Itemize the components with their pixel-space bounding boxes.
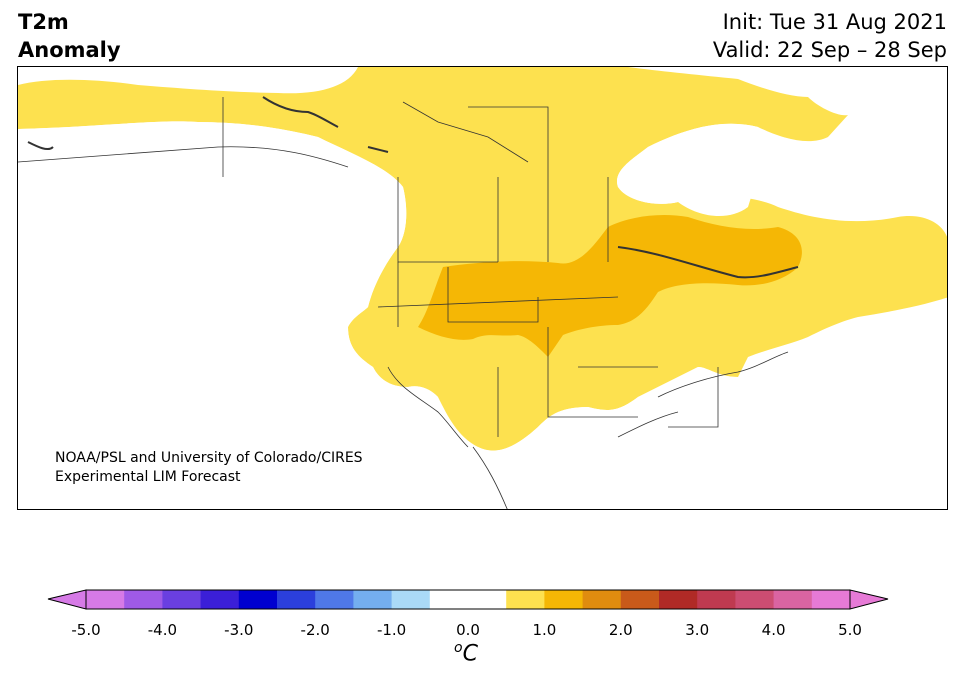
colorbar-tick-label: -1.0	[376, 621, 407, 639]
forecast-dates: Init: Tue 31 Aug 2021 Valid: 22 Sep – 28…	[713, 8, 947, 64]
colorbar-tick-label: 5.0	[838, 621, 862, 639]
colorbar-cell	[124, 590, 163, 609]
unit-label: C	[462, 641, 478, 667]
colorbar-cell	[544, 590, 584, 609]
colorbar-cell	[659, 590, 698, 609]
anomaly-map	[17, 66, 948, 510]
init-date: Init: Tue 31 Aug 2021	[722, 10, 947, 34]
colorbar-cell	[735, 590, 775, 609]
colorbar-cell	[582, 590, 622, 609]
anomaly-region-strong-plains	[418, 215, 802, 357]
colorbar-cells	[86, 590, 851, 609]
colorbar-extend-high	[849, 589, 889, 610]
colorbar-cell	[468, 590, 507, 609]
unit-degree: o	[454, 640, 463, 656]
credit-line-1: NOAA/PSL and University of Colorado/CIRE…	[55, 450, 363, 466]
map-title: T2m Anomaly	[18, 8, 121, 64]
colorbar-tick-label: 0.0	[456, 621, 480, 639]
title-line-2: Anomaly	[18, 38, 121, 62]
colorbar-cell	[391, 590, 431, 609]
colorbar-cell	[620, 590, 660, 609]
colorbar-cell	[353, 590, 393, 609]
colorbar	[47, 589, 889, 610]
colorbar-cell	[429, 590, 469, 609]
credit-line-2: Experimental LIM Forecast	[55, 469, 241, 485]
colorbar-cell	[697, 590, 736, 609]
colorbar-cell	[162, 590, 202, 609]
colorbar-cell	[773, 590, 813, 609]
colorbar-cell	[811, 590, 851, 609]
colorbar-cell	[506, 590, 545, 609]
border-lines	[27, 96, 799, 279]
credit-text: NOAA/PSL and University of Colorado/CIRE…	[55, 449, 363, 487]
colorbar-cell	[86, 590, 125, 609]
colorbar-extend-low	[47, 589, 87, 610]
no-anomaly-west	[18, 121, 438, 509]
colorbar-tick-label: 1.0	[532, 621, 557, 639]
valid-date: Valid: 22 Sep – 28 Sep	[712, 38, 947, 62]
no-anomaly-southeast	[458, 367, 798, 509]
colorbar-cell	[315, 590, 354, 609]
no-anomaly-hudson	[617, 123, 760, 217]
coastlines	[18, 97, 789, 509]
colorbar-tick-label: -5.0	[71, 621, 101, 639]
colorbar-tick-label: 4.0	[761, 621, 786, 639]
colorbar-ticks: -5.0 -4.0 -3.0 -2.0 -1.0 0.0 1.0 2.0 3.0 4.0 5.0	[0, 621, 959, 641]
colorbar-cell	[277, 590, 316, 609]
anomaly-region-light-north	[18, 67, 947, 451]
colorbar-tick-label: 2.0	[608, 621, 633, 639]
colorbar-tick-label: 3.0	[685, 621, 710, 639]
title-line-1: T2m	[18, 10, 69, 34]
colorbar-tick-label: -2.0	[300, 621, 330, 639]
map-canvas	[18, 67, 947, 509]
colorbar-frame	[85, 589, 851, 610]
colorbar-unit: oC	[454, 640, 478, 666]
colorbar-cell	[238, 590, 278, 609]
colorbar-tick-label: -4.0	[147, 621, 178, 639]
colorbar-tick-label: -3.0	[224, 621, 254, 639]
colorbar-cell	[200, 590, 240, 609]
